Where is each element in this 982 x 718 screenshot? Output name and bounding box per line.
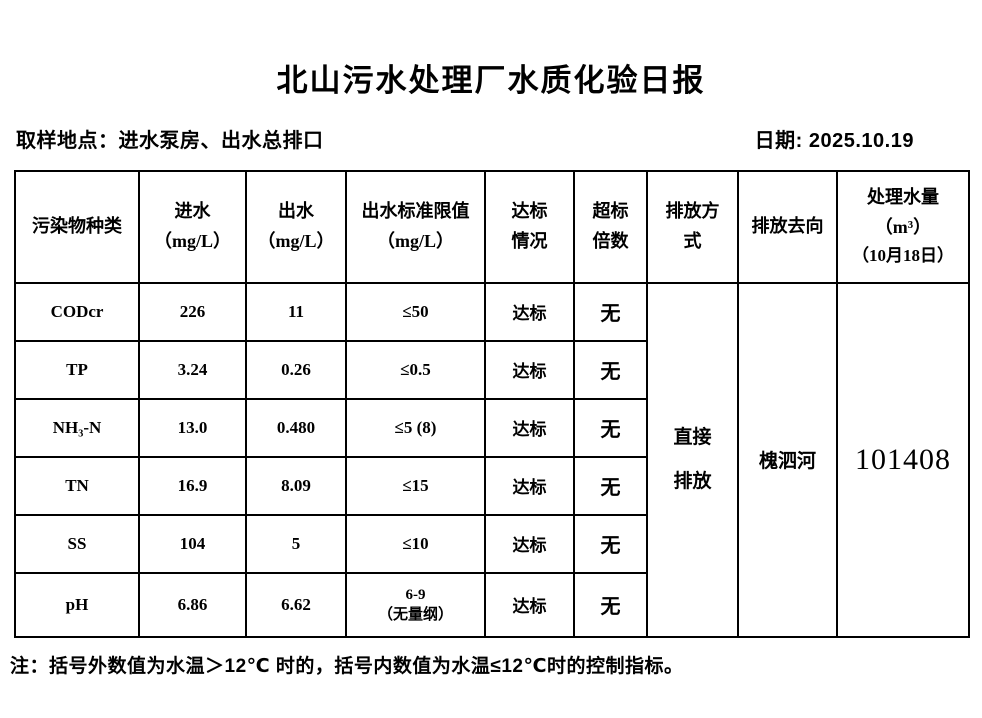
header-inflow: 进水 （mg/L） (138, 169, 247, 284)
inflow-value: 226 (138, 281, 247, 342)
outflow-value: 0.26 (245, 339, 347, 400)
limit-value: ≤5 (8) (345, 397, 486, 458)
table-row-tn: TN 16.9 8.09 ≤15 达标 无 (14, 455, 969, 516)
limit-value: ≤15 (345, 455, 486, 516)
exceed-multiple: 无 (573, 339, 648, 400)
header-outflow: 出水 （mg/L） (245, 169, 347, 284)
header-compliance: 达标 情况 (484, 169, 575, 284)
compliance-status: 达标 (484, 455, 575, 516)
inflow-value: 104 (138, 513, 247, 574)
table-header-row: 污染物种类 进水 （mg/L） 出水 （mg/L） 出水标准限值 （mg/L） … (14, 169, 970, 284)
header-discharge-method: 排放方 式 (646, 169, 739, 284)
treated-volume: 101408 (836, 281, 970, 638)
pollutant-name: TN (14, 455, 140, 516)
exceed-multiple: 无 (573, 281, 648, 342)
sampling-location: 取样地点：进水泵房、出水总排口 (16, 129, 324, 152)
inflow-value: 16.9 (138, 455, 247, 516)
outflow-value: 11 (245, 281, 347, 342)
compliance-status: 达标 (484, 397, 575, 458)
exceed-multiple: 无 (573, 397, 648, 458)
table-row-ss: SS 104 5 ≤10 达标 无 (14, 513, 969, 574)
outflow-value: 5 (245, 513, 347, 574)
pollutant-name: TP (14, 339, 140, 400)
report-date: 日期: 2025.10.19 (754, 129, 914, 152)
pollutant-name: NH₃-N (14, 397, 140, 458)
limit-value: ≤10 (345, 513, 486, 574)
header-pollutant-type: 污染物种类 (14, 169, 140, 284)
compliance-status: 达标 (484, 571, 575, 638)
header-discharge-destination: 排放去向 (737, 169, 838, 284)
outflow-value: 8.09 (245, 455, 347, 516)
compliance-status: 达标 (484, 281, 575, 342)
exceed-multiple: 无 (573, 455, 648, 516)
inflow-value: 3.24 (138, 339, 247, 400)
pollutant-name: pH (14, 571, 140, 638)
page-title: 北山污水处理厂水质化验日报 (276, 63, 706, 98)
water-quality-table: 污染物种类 进水 （mg/L） 出水 （mg/L） 出水标准限值 （mg/L） … (14, 169, 970, 638)
limit-value: 6-9 （无量纲） (345, 571, 486, 638)
discharge-destination: 槐泗河 (737, 281, 838, 638)
header-outflow-limit: 出水标准限值 （mg/L） (345, 169, 486, 284)
header-exceed-multiple: 超标 倍数 (573, 169, 648, 284)
table-row-tp: TP 3.24 0.26 ≤0.5 达标 无 (14, 339, 969, 400)
inflow-value: 13.0 (138, 397, 247, 458)
outflow-value: 0.480 (245, 397, 347, 458)
header-treated-volume: 处理水量 （m³） （10月18日） (836, 169, 970, 284)
discharge-method: 直接 排放 (646, 281, 739, 638)
table-row-nh3n: NH₃-N 13.0 0.480 ≤5 (8) 达标 无 (14, 397, 969, 458)
exceed-multiple: 无 (573, 571, 648, 638)
footer-note: 注：括号外数值为水温＞12℃ 时的，括号内数值为水温≤12℃时的控制指标。 (10, 655, 684, 677)
pollutant-name: SS (14, 513, 140, 574)
outflow-value: 6.62 (245, 571, 347, 638)
pollutant-name: CODcr (14, 281, 140, 342)
limit-value: ≤0.5 (345, 339, 486, 400)
table-row-codcr: CODcr 226 11 ≤50 达标 无 直接 排放 槐泗河 101408 (14, 281, 970, 638)
table-row-ph: pH 6.86 6.62 6-9 （无量纲） 达标 无 (14, 571, 969, 638)
limit-value: ≤50 (345, 281, 486, 342)
meta-row: 取样地点：进水泵房、出水总排口 日期: 2025.10.19 (16, 124, 914, 153)
compliance-status: 达标 (484, 513, 575, 574)
exceed-multiple: 无 (573, 513, 648, 574)
inflow-value: 6.86 (138, 571, 247, 638)
compliance-status: 达标 (484, 339, 575, 400)
